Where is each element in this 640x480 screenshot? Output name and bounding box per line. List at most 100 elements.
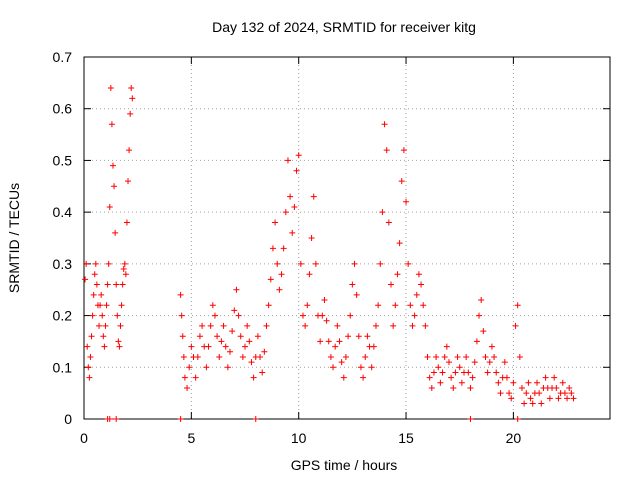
data-point (97, 302, 104, 309)
data-point (203, 364, 210, 371)
data-point (101, 343, 108, 350)
data-point (231, 307, 238, 314)
data-point (99, 312, 106, 319)
data-point (424, 353, 431, 360)
data-point (403, 198, 410, 205)
data-point (439, 369, 446, 376)
data-points (82, 85, 577, 422)
data-point (375, 302, 382, 309)
data-point (117, 322, 124, 329)
data-point (559, 379, 566, 386)
data-point (120, 266, 127, 273)
data-point (353, 291, 360, 298)
data-point (119, 281, 126, 288)
data-point (123, 219, 130, 226)
data-point (84, 343, 91, 350)
data-point (448, 374, 455, 381)
data-point (433, 353, 440, 360)
data-point (379, 209, 386, 216)
data-point (372, 322, 379, 329)
data-point (211, 312, 218, 319)
data-point (484, 369, 491, 376)
data-point (312, 260, 319, 267)
y-tick-label: 0.3 (53, 256, 73, 272)
data-point (248, 359, 255, 366)
data-point (91, 271, 98, 278)
data-point (276, 286, 283, 293)
data-point (510, 379, 517, 386)
x-tick-label: 15 (398, 430, 414, 446)
data-point (355, 333, 362, 340)
data-point (229, 328, 236, 335)
y-tick-label: 0.6 (53, 101, 73, 117)
data-point (177, 416, 184, 422)
y-axis: 0 0.1 0.2 0.3 0.4 0.5 0.6 0.7 (53, 49, 610, 427)
data-point (252, 416, 259, 422)
data-point (482, 353, 489, 360)
data-point (347, 312, 354, 319)
data-point (207, 322, 214, 329)
data-point (194, 353, 201, 360)
data-point (553, 384, 560, 391)
data-point (405, 260, 412, 267)
data-point (179, 333, 186, 340)
data-point (381, 121, 388, 128)
data-point (319, 312, 326, 319)
data-point (259, 369, 266, 376)
data-point (82, 276, 89, 283)
data-point (518, 384, 525, 391)
data-point (437, 379, 444, 386)
data-point (564, 395, 571, 402)
data-point (242, 343, 249, 350)
data-point (127, 110, 134, 117)
data-point (529, 400, 536, 407)
data-point (506, 390, 513, 397)
data-point (568, 390, 575, 397)
data-point (291, 203, 298, 210)
data-point (92, 260, 99, 267)
data-point (527, 395, 534, 402)
data-point (478, 297, 485, 304)
data-point (332, 343, 339, 350)
data-point (216, 353, 223, 360)
data-point (551, 374, 558, 381)
data-point (388, 281, 395, 288)
data-point (246, 338, 253, 345)
data-point (272, 219, 279, 226)
data-point (411, 312, 418, 319)
data-point (420, 302, 427, 309)
data-point (542, 374, 549, 381)
data-point (392, 302, 399, 309)
data-point (178, 312, 185, 319)
data-point (299, 312, 306, 319)
data-point (244, 322, 251, 329)
data-point (108, 121, 115, 128)
data-point (104, 281, 111, 288)
data-point (278, 271, 285, 278)
data-point (115, 338, 122, 345)
data-point (364, 333, 371, 340)
data-point (345, 333, 352, 340)
data-point (407, 302, 414, 309)
data-point (93, 281, 100, 288)
data-point (109, 162, 116, 169)
data-point (362, 353, 369, 360)
data-point (83, 260, 90, 267)
data-point (566, 384, 573, 391)
x-tick-label: 5 (187, 430, 195, 446)
data-point (512, 322, 519, 329)
data-point (284, 157, 291, 164)
x-tick-label: 0 (80, 430, 88, 446)
data-point (287, 193, 294, 200)
plot-border (83, 56, 611, 420)
data-point (274, 260, 281, 267)
data-point (282, 209, 289, 216)
data-point (88, 333, 95, 340)
data-point (514, 302, 521, 309)
data-point (306, 271, 313, 278)
data-point (177, 291, 184, 298)
data-point (237, 333, 244, 340)
data-point (497, 390, 504, 397)
data-point (555, 395, 562, 402)
data-point (476, 312, 483, 319)
